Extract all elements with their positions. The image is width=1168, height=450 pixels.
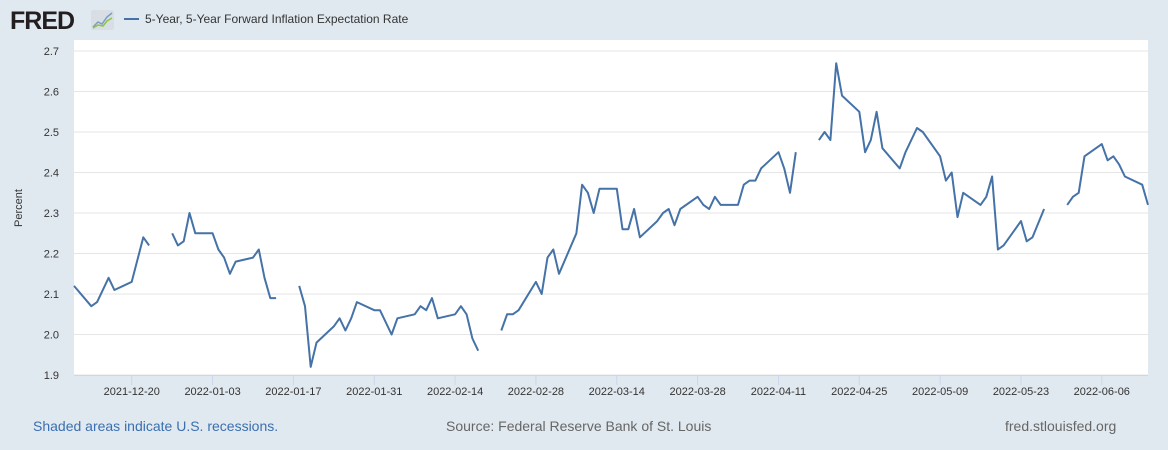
legend-swatch [124, 18, 139, 20]
x-tick-label: 2022-01-03 [184, 386, 240, 398]
series-lines [73, 62, 1149, 368]
series-line-segment [298, 285, 480, 368]
x-tick-label: 2022-03-28 [669, 386, 725, 398]
legend-label: 5-Year, 5-Year Forward Inflation Expecta… [145, 12, 409, 26]
x-tick-label: 2021-12-20 [104, 386, 160, 398]
x-tick-label: 2022-04-11 [751, 386, 806, 398]
series-line-segment [500, 151, 797, 331]
x-axis: 2021-12-20 2022-01-03 2022-01-17 2022-01-31… [74, 375, 1148, 398]
series-line-segment [818, 62, 1046, 251]
x-tick-label: 2022-04-25 [831, 386, 887, 398]
y-tick-label: 2.5 [44, 127, 59, 139]
recessions-note-link[interactable]: Shaded areas indicate U.S. recessions. [33, 418, 279, 434]
y-tick-label: 2.4 [44, 168, 59, 180]
series-line-segment [171, 212, 277, 300]
x-tick-label: 2022-01-17 [265, 386, 321, 398]
y-tick-label: 1.9 [44, 370, 59, 382]
x-tick-label: 2022-03-14 [589, 386, 645, 398]
series-line-segment [73, 236, 150, 308]
x-tick-label: 2022-05-23 [993, 386, 1049, 398]
x-tick-label: 2022-06-06 [1074, 386, 1130, 398]
x-tick-label: 2022-01-31 [346, 386, 402, 398]
y-tick-label: 2.3 [44, 208, 59, 220]
y-tick-label: 2.6 [44, 87, 59, 99]
y-tick-label: 2.7 [44, 46, 59, 58]
series-line-segment [1066, 143, 1149, 206]
y-axis: 1.9 2.0 2.1 2.2 2.3 2.4 2.5 2.6 2.7 [44, 46, 59, 382]
x-tick-label: 2022-02-14 [427, 386, 483, 398]
site-link[interactable]: fred.stlouisfed.org [1005, 418, 1117, 434]
plot-area [74, 40, 1148, 376]
gridlines [74, 50, 1148, 376]
y-tick-label: 2.2 [44, 249, 59, 261]
x-tick-label: 2022-05-09 [912, 386, 968, 398]
y-tick-label: 2.1 [44, 289, 59, 301]
source-text: Source: Federal Reserve Bank of St. Loui… [446, 418, 712, 434]
legend: 5-Year, 5-Year Forward Inflation Expecta… [124, 12, 408, 26]
fred-logo[interactable]: FRED [10, 7, 75, 35]
y-axis-label: Percent [13, 189, 25, 227]
x-tick-label: 2022-02-28 [508, 386, 564, 398]
fred-graph-icon [91, 10, 114, 30]
y-tick-label: 2.0 [44, 330, 59, 342]
